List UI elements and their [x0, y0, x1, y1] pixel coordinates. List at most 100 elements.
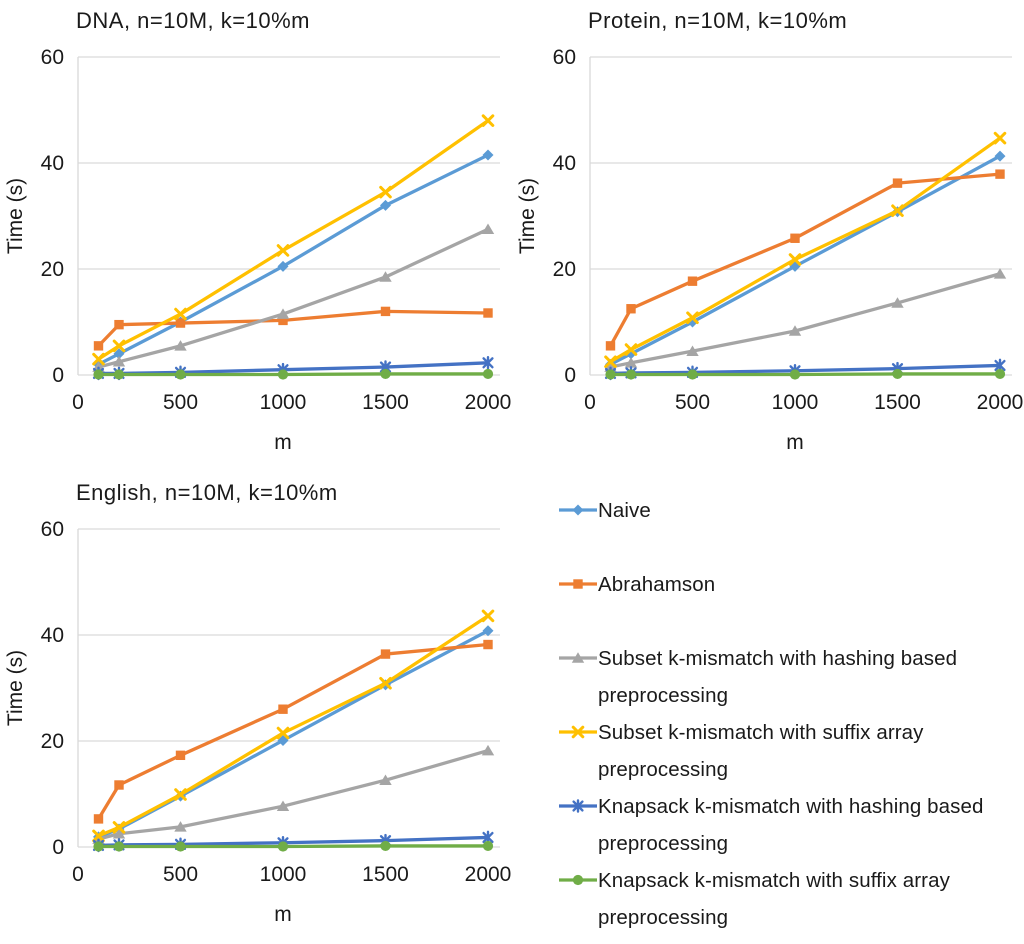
y-tick-label: 60: [41, 46, 64, 69]
series-marker-star-icon: [572, 799, 584, 813]
series-subset-suffix: [604, 131, 1007, 369]
series-marker-square-icon: [995, 169, 1005, 179]
legend-item-label: Knapsack k-mismatch with hashing based p…: [598, 795, 984, 855]
series-marker-circle-icon: [277, 369, 289, 380]
series-line: [608, 372, 1002, 377]
y-tick-label: 0: [52, 836, 64, 859]
chart-cell-english: English, n=10M, k=10%m Time (s) m 0 20 40 60 0 5…: [0, 472, 512, 944]
series-marker-diamond-icon: [277, 734, 289, 746]
series-marker-square-icon: [114, 319, 124, 330]
series-marker-diamond-icon: [994, 150, 1006, 162]
series-marker-square-icon: [483, 308, 493, 318]
series-marker-circle-icon: [175, 369, 186, 380]
legend-marker-diamond-icon: [559, 504, 597, 516]
y-tick-label: 0: [564, 364, 576, 387]
series-marker-square-icon: [483, 639, 493, 650]
series-marker-circle-icon: [482, 840, 494, 852]
legend: Naive Abrahamson Subset k-mismatch with ha…: [512, 472, 1024, 944]
series-marker-triangle-icon: [571, 652, 585, 663]
series-marker-square-icon: [175, 750, 186, 761]
chart-title: DNA, n=10M, k=10%m: [76, 8, 310, 33]
chart-title: Protein, n=10M, k=10%m: [588, 8, 847, 33]
series-line: [96, 153, 490, 367]
series-knapsack-suffix: [605, 368, 1006, 380]
series-marker-diamond-icon: [277, 260, 289, 272]
series-naive: [93, 149, 494, 370]
series-abrahamson: [605, 169, 1005, 351]
series-marker-triangle-icon: [481, 223, 495, 235]
series-abrahamson: [93, 639, 493, 824]
series-marker-square-icon: [687, 276, 698, 286]
series-marker-square-icon: [278, 704, 288, 714]
series-marker-circle-icon: [93, 369, 104, 380]
series-marker-triangle-icon: [276, 308, 290, 319]
x-axis-title: m: [786, 431, 804, 454]
series-abrahamson: [93, 306, 493, 351]
legend-item-label: Abrahamson: [598, 573, 716, 596]
series-marker-diamond-icon: [482, 625, 494, 637]
series-marker-circle-icon: [113, 841, 125, 852]
y-tick-label: 40: [553, 152, 576, 175]
y-tick-label: 60: [553, 46, 576, 69]
series-marker-square-icon: [380, 649, 391, 659]
series-marker-triangle-icon: [379, 774, 392, 786]
series-marker-triangle-icon: [788, 325, 802, 336]
series-marker-x-icon: [174, 307, 187, 321]
series-marker-circle-icon: [994, 368, 1006, 380]
series-marker-x-icon: [379, 185, 392, 199]
x-tick-label: 0: [72, 391, 84, 414]
series-marker-diamond-icon: [380, 199, 391, 211]
y-tick-label: 60: [41, 518, 64, 541]
series-marker-circle-icon: [789, 369, 801, 380]
chart-svg-dna: DNA, n=10M, k=10%m Time (s) m 0 20 40 60 0 500 10…: [4, 8, 511, 454]
legend-item-label: Subset k-mismatch with hashing based pre…: [598, 647, 958, 707]
series-marker-square-icon: [114, 780, 124, 790]
legend-item: Subset k-mismatch with hashing based pre…: [558, 640, 1024, 714]
legend-item-label: Knapsack k-mismatch with suffix array pr…: [598, 869, 950, 929]
series-marker-x-icon: [571, 725, 585, 739]
series-marker-triangle-icon: [686, 345, 699, 356]
series-marker-x-icon: [481, 609, 495, 623]
series-marker-diamond-icon: [572, 504, 584, 516]
series-marker-x-icon: [92, 829, 105, 843]
x-tick-label: 1500: [362, 863, 409, 886]
series-marker-x-icon: [481, 114, 495, 127]
series-marker-circle-icon: [380, 368, 391, 380]
series-marker-circle-icon: [380, 840, 391, 852]
x-tick-label: 1500: [874, 391, 921, 414]
series-line: [608, 154, 1002, 367]
x-tick-label: 1000: [772, 391, 819, 414]
series-line: [608, 272, 1002, 369]
series-marker-x-icon: [686, 311, 699, 325]
series-marker-x-icon: [604, 355, 617, 369]
legend-item: Abrahamson: [558, 566, 1024, 640]
series-marker-x-icon: [92, 352, 105, 366]
series-marker-triangle-icon: [112, 356, 126, 367]
x-tick-label: 1500: [362, 391, 409, 414]
series-subset-hashing: [92, 744, 495, 844]
legend-item: Knapsack k-mismatch with hashing based p…: [558, 788, 1024, 862]
series-marker-triangle-icon: [174, 821, 187, 832]
series-line: [608, 172, 1002, 348]
series-knapsack-hashing: [92, 830, 494, 853]
x-tick-label: 0: [584, 391, 596, 414]
series-marker-x-icon: [379, 676, 392, 690]
series-marker-circle-icon: [687, 369, 698, 380]
legend-marker-triangle-icon: [559, 652, 597, 663]
x-tick-label: 1000: [260, 391, 307, 414]
y-axis-title: Time (s): [4, 650, 27, 726]
series-marker-square-icon: [573, 579, 583, 589]
series-subset-suffix: [92, 609, 495, 843]
series-marker-circle-icon: [93, 841, 104, 852]
series-line: [96, 642, 490, 821]
y-tick-label: 20: [41, 258, 64, 281]
series-marker-x-icon: [112, 821, 126, 834]
series-marker-circle-icon: [175, 841, 186, 852]
y-tick-label: 40: [41, 152, 64, 175]
series-knapsack-hashing: [604, 358, 1006, 381]
series-marker-x-icon: [276, 726, 290, 740]
series-marker-triangle-icon: [891, 297, 904, 308]
series-line: [608, 363, 1002, 376]
chart-svg-english: English, n=10M, k=10%m Time (s) m 0 20 40 60 0 5…: [4, 480, 511, 926]
